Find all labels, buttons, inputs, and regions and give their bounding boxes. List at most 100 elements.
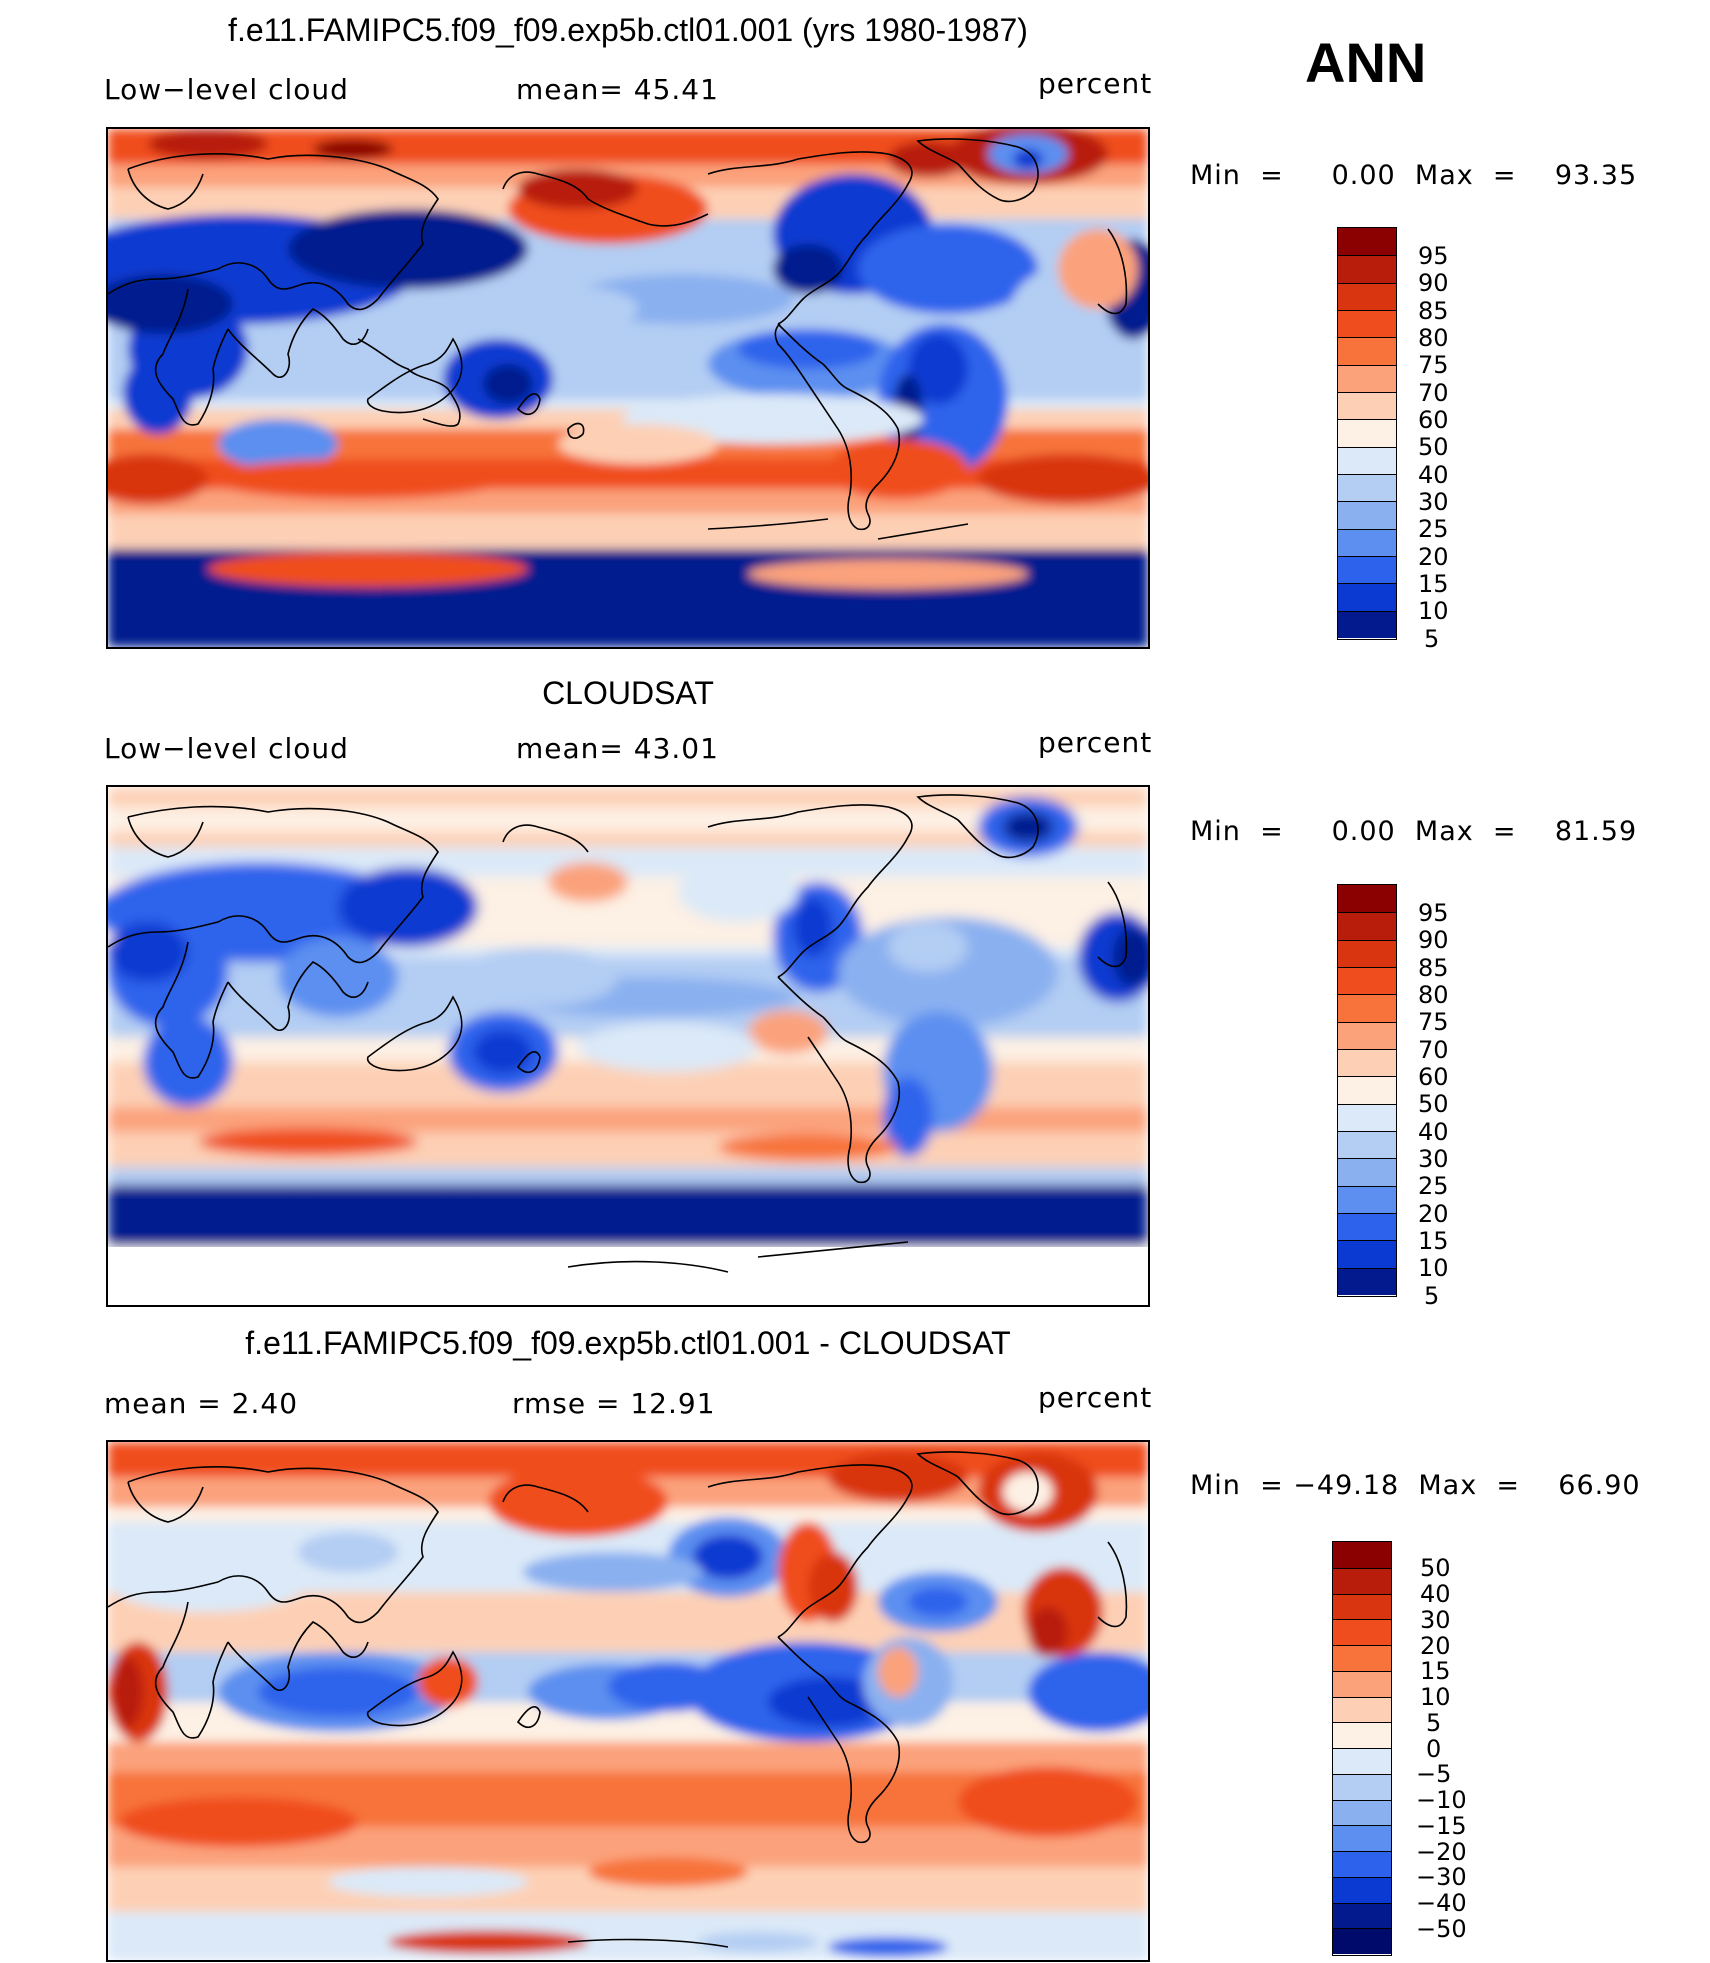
colorbar-tick-label: 75 — [1418, 1008, 1449, 1037]
season-label: ANN — [1305, 31, 1427, 94]
colorbar-tick-label: 60 — [1418, 405, 1449, 434]
colorbar-segment — [1333, 1799, 1391, 1826]
colorbar-tick-label: 95 — [1418, 241, 1449, 270]
colorbar-segment — [1338, 885, 1396, 913]
colorbar-tick-label: 85 — [1418, 296, 1449, 325]
panel3-title: f.e11.FAMIPC5.f09_f09.exp5b.ctl01.001 - … — [245, 1325, 1011, 1361]
panel3-colorbar — [1332, 1541, 1392, 1956]
colorbar-tick-label: −10 — [1416, 1786, 1467, 1814]
colorbar-tick-label: 90 — [1418, 269, 1449, 298]
panel1-colorbar — [1337, 227, 1397, 640]
colorbar-tick-label: 40 — [1418, 1117, 1449, 1146]
panel2-map — [106, 785, 1150, 1307]
panel1-map-plot — [108, 129, 1148, 647]
colorbar-segment — [1338, 583, 1396, 611]
colorbar-segment — [1338, 912, 1396, 940]
colorbar-tick-label: 70 — [1418, 378, 1449, 407]
colorbar-tick-label: 40 — [1418, 460, 1449, 489]
panel1-mean-label: mean= 45.41 — [516, 73, 719, 106]
panel3-minmax: Min = −49.18 Max = 66.90 — [1190, 1470, 1641, 1501]
colorbar-segment — [1333, 1902, 1391, 1929]
colorbar-segment — [1333, 1645, 1391, 1671]
colorbar-segment — [1338, 939, 1396, 967]
colorbar-tick-label: 5 — [1424, 1281, 1440, 1310]
colorbar-tick-label: 90 — [1418, 926, 1449, 955]
colorbar-segment — [1338, 501, 1396, 529]
colorbar-tick-label: −50 — [1416, 1914, 1467, 1943]
panel3-map-plot — [108, 1442, 1148, 1960]
colorbar-tick-label: 15 — [1418, 1226, 1449, 1255]
panel1-units-label: percent — [1038, 67, 1153, 100]
panel3-mean-label: mean = 2.40 — [104, 1387, 299, 1420]
panel1-map — [106, 127, 1150, 649]
colorbar-tick-label: −5 — [1416, 1760, 1452, 1789]
colorbar-tick-label: 10 — [1418, 597, 1449, 626]
colorbar-segment — [1338, 528, 1396, 556]
colorbar-tick-label: 70 — [1418, 1035, 1449, 1064]
colorbar-segment — [1338, 391, 1396, 420]
colorbar-segment — [1338, 446, 1396, 474]
colorbar-segment — [1338, 364, 1396, 392]
colorbar-segment — [1338, 228, 1396, 256]
colorbar-tick-label: 20 — [1418, 1199, 1449, 1228]
panel2-minmax: Min = 0.00 Max = 81.59 — [1190, 816, 1638, 847]
panel3-map — [106, 1440, 1150, 1962]
colorbar-tick-label: 0 — [1426, 1734, 1442, 1763]
colorbar-tick-label: 60 — [1418, 1062, 1449, 1091]
colorbar-tick-label: 10 — [1420, 1683, 1451, 1711]
panel1-variable-label: Low−level cloud — [104, 73, 349, 106]
colorbar-segment — [1338, 309, 1396, 338]
colorbar-segment — [1333, 1567, 1391, 1594]
colorbar-tick-label: −20 — [1416, 1837, 1467, 1866]
colorbar-tick-label: −15 — [1416, 1811, 1467, 1840]
panel2-map-plot — [108, 787, 1148, 1305]
colorbar-tick-label: 50 — [1420, 1554, 1451, 1583]
panel2-title: CLOUDSAT — [542, 675, 714, 711]
colorbar-tick-label: 20 — [1420, 1631, 1451, 1660]
colorbar-segment — [1333, 1593, 1391, 1620]
colorbar-tick-label: 80 — [1418, 980, 1449, 1009]
colorbar-segment — [1338, 1103, 1396, 1131]
colorbar-segment — [1338, 1158, 1396, 1186]
colorbar-segment — [1333, 1876, 1391, 1903]
panel2-colorbar — [1337, 884, 1397, 1297]
colorbar-segment — [1333, 1825, 1391, 1851]
colorbar-tick-label: 25 — [1418, 1172, 1449, 1201]
colorbar-segment — [1338, 473, 1396, 502]
colorbar-tick-label: 50 — [1418, 433, 1449, 462]
colorbar-tick-label: 25 — [1418, 515, 1449, 544]
panel2-units-label: percent — [1038, 726, 1153, 759]
colorbar-segment — [1333, 1619, 1391, 1645]
colorbar-segment — [1338, 1185, 1396, 1213]
colorbar-tick-label: −30 — [1416, 1863, 1467, 1892]
colorbar-segment — [1338, 419, 1396, 447]
colorbar-segment — [1338, 994, 1396, 1022]
colorbar-segment — [1333, 1542, 1391, 1568]
colorbar-tick-label: 20 — [1418, 542, 1449, 571]
colorbar-tick-label: 5 — [1424, 624, 1440, 653]
colorbar-segment — [1338, 1048, 1396, 1077]
colorbar-segment — [1333, 1928, 1391, 1954]
colorbar-segment — [1338, 555, 1396, 584]
colorbar-tick-label: 50 — [1418, 1090, 1449, 1119]
colorbar-segment — [1338, 966, 1396, 995]
colorbar-segment — [1338, 337, 1396, 365]
panel1-minmax: Min = 0.00 Max = 93.35 — [1190, 160, 1638, 191]
colorbar-segment — [1338, 1267, 1396, 1295]
colorbar-tick-label: 85 — [1418, 953, 1449, 982]
colorbar-segment — [1338, 610, 1396, 638]
colorbar-tick-label: 10 — [1418, 1254, 1449, 1283]
colorbar-segment — [1333, 1773, 1391, 1800]
colorbar-tick-label: 80 — [1418, 323, 1449, 352]
colorbar-tick-label: −40 — [1416, 1889, 1467, 1917]
panel2-variable-label: Low−level cloud — [104, 732, 349, 765]
colorbar-tick-label: 30 — [1420, 1605, 1451, 1634]
colorbar-tick-label: 15 — [1418, 569, 1449, 598]
colorbar-tick-label: 95 — [1418, 898, 1449, 927]
colorbar-segment — [1333, 1696, 1391, 1723]
colorbar-segment — [1338, 1240, 1396, 1268]
colorbar-tick-label: 5 — [1426, 1708, 1442, 1737]
colorbar-tick-label: 15 — [1420, 1657, 1451, 1686]
colorbar-tick-label: 40 — [1420, 1580, 1451, 1608]
colorbar-segment — [1338, 1212, 1396, 1241]
